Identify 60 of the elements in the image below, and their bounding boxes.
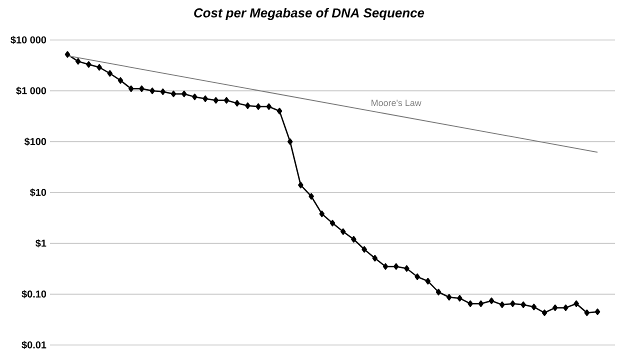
- point: [256, 103, 261, 110]
- y-tick-label: $1 000: [16, 86, 46, 95]
- point: [298, 182, 304, 188]
- point: [160, 88, 166, 96]
- point: [64, 51, 70, 58]
- point: [276, 108, 282, 114]
- point: [308, 193, 314, 200]
- y-tick-label: $10 000: [10, 36, 46, 44]
- point: [224, 97, 230, 104]
- point: [181, 90, 187, 98]
- point: [594, 308, 600, 316]
- point: [287, 138, 293, 145]
- point: [404, 265, 410, 272]
- point: [531, 304, 537, 310]
- point: [520, 301, 526, 308]
- point: [552, 304, 558, 312]
- point: [382, 263, 388, 270]
- point: [319, 210, 325, 218]
- point: [372, 254, 378, 262]
- point: [213, 97, 219, 104]
- point: [245, 102, 250, 109]
- point: [362, 246, 367, 253]
- point: [563, 304, 568, 312]
- point: [139, 85, 144, 92]
- point: [234, 100, 240, 107]
- point: [170, 90, 176, 98]
- point: [75, 58, 81, 65]
- point: [118, 77, 124, 84]
- point: [446, 294, 452, 301]
- y-tick-label: $1: [36, 239, 46, 248]
- point: [414, 273, 420, 280]
- point: [574, 300, 579, 307]
- point: [202, 95, 208, 102]
- point: [96, 64, 102, 71]
- y-tick-label: $100: [24, 138, 46, 146]
- y-tick-label: $10: [30, 188, 46, 197]
- point: [128, 85, 134, 92]
- point: [510, 300, 516, 307]
- point: [542, 310, 548, 316]
- y-tick-label: $0.10: [22, 290, 46, 298]
- point: [266, 103, 272, 110]
- point: [468, 300, 473, 307]
- point: [150, 88, 155, 94]
- series-label: Moore's Law: [372, 100, 422, 106]
- point: [499, 301, 505, 308]
- point: [192, 94, 198, 100]
- point: [478, 300, 484, 307]
- point: [425, 278, 431, 284]
- chart-title: Cost per Megabase of DNA Sequence: [194, 8, 424, 20]
- point: [340, 228, 346, 235]
- point: [351, 236, 356, 243]
- y-tick-label: $0.01: [22, 340, 46, 350]
- point: [584, 310, 590, 316]
- point: [393, 263, 399, 270]
- point: [86, 61, 92, 68]
- point: [436, 288, 442, 296]
- point: [107, 70, 113, 77]
- point: [488, 298, 494, 304]
- point: [457, 294, 462, 302]
- point: [330, 220, 336, 226]
